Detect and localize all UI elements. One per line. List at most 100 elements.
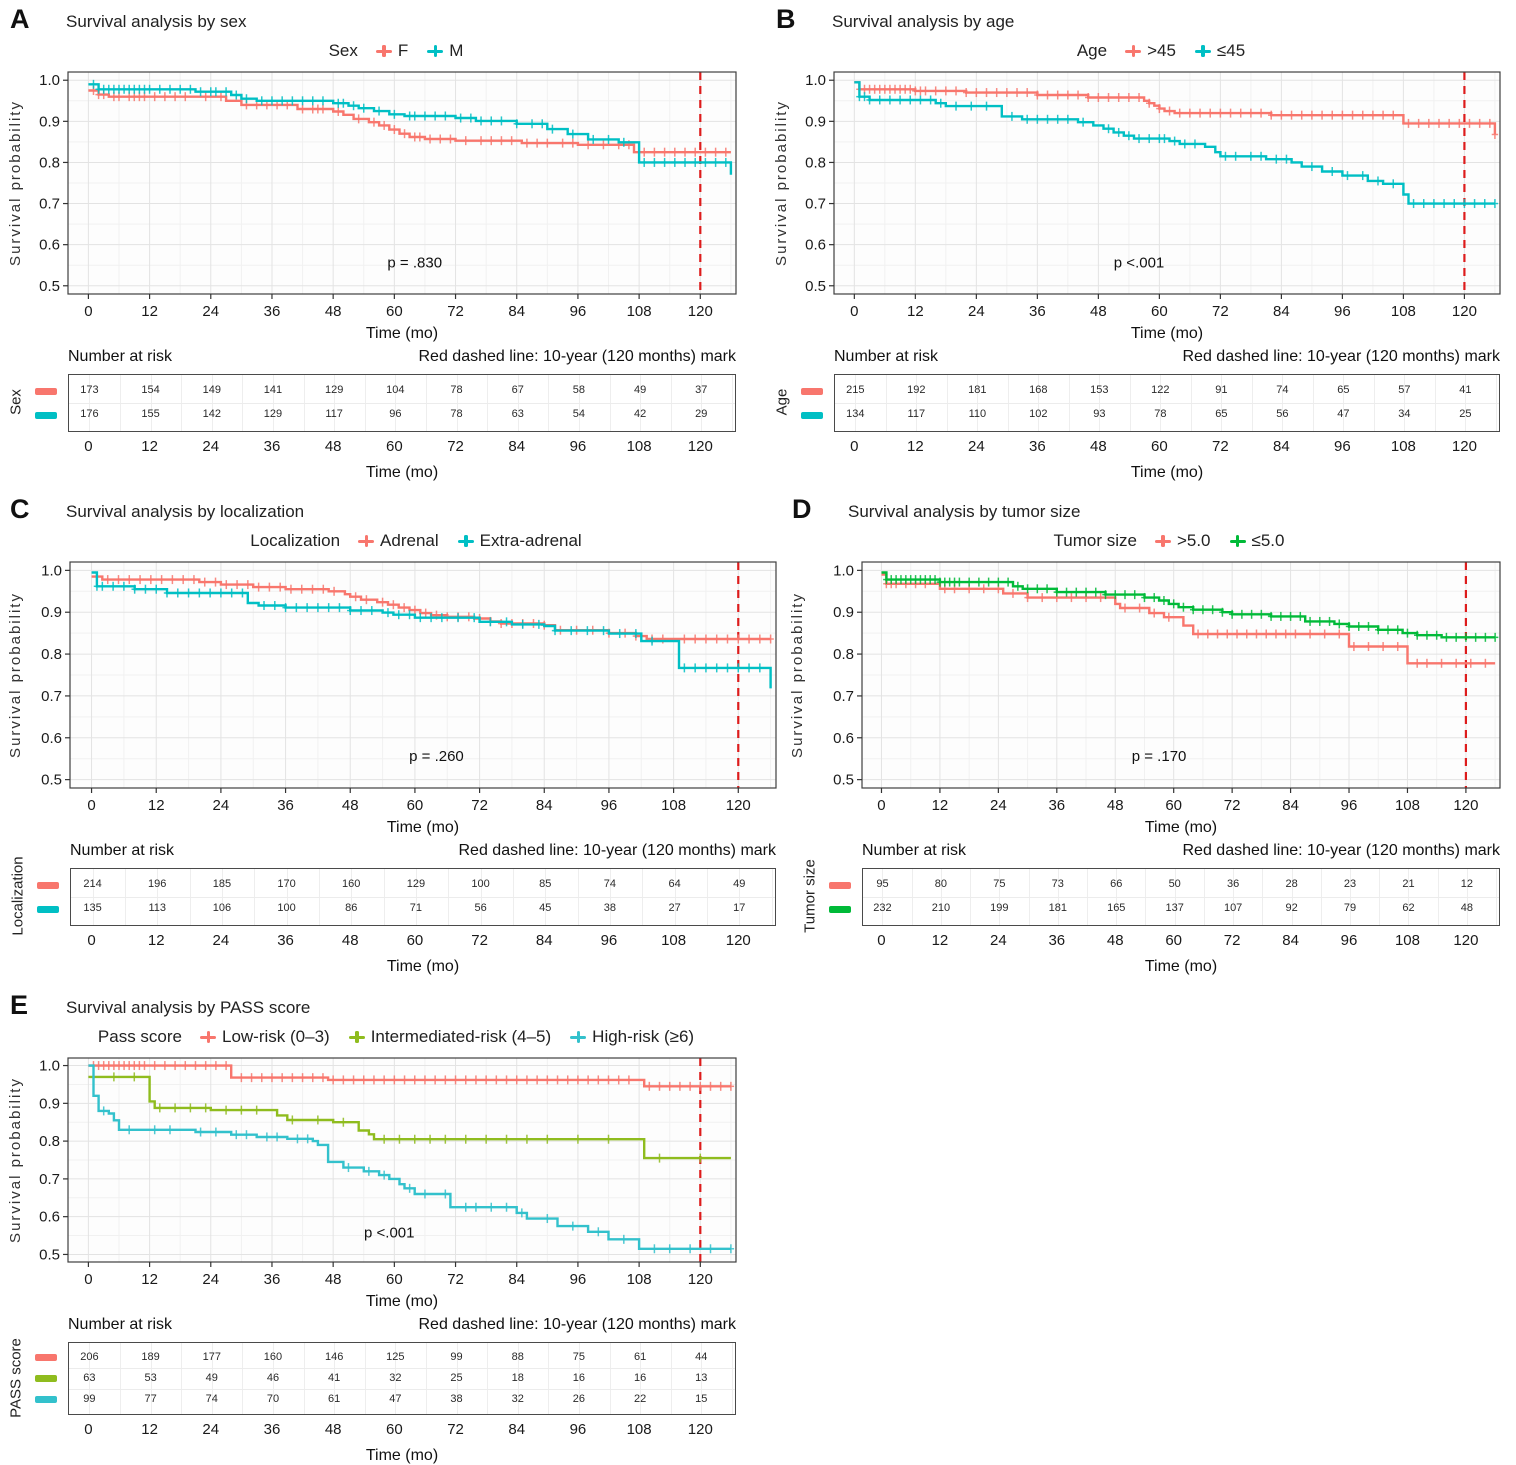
plus-marker-bar bbox=[382, 45, 386, 57]
risk-x-tick-label: 96 bbox=[1340, 932, 1358, 949]
km-plot: p = .830 1.0 0.9 0.8 0.7 0.6 0.5 0 12 24 36 48 60 72 8… bbox=[6, 66, 748, 351]
panel-letter: E bbox=[10, 990, 29, 1020]
risk-count: 146 bbox=[324, 1350, 344, 1363]
dashed-line-note: Red dashed line: 10-year (120 months) ma… bbox=[418, 1316, 737, 1333]
risk-count: 78 bbox=[450, 384, 463, 396]
x-tick-label: 36 bbox=[264, 1271, 281, 1288]
risk-count: 214 bbox=[83, 878, 102, 890]
legend: Localization Adrenal Extra-adrenal bbox=[61, 527, 780, 555]
risk-x-tick-label: 12 bbox=[931, 932, 949, 949]
risk-x-tick-label: 120 bbox=[687, 438, 713, 455]
risk-gridline bbox=[578, 1343, 580, 1414]
legend-title: Tumor size bbox=[1053, 531, 1137, 550]
risk-count: 232 bbox=[873, 902, 892, 914]
risk-count: 91 bbox=[1215, 384, 1228, 396]
plus-marker-bar bbox=[1131, 45, 1135, 57]
y-tick-label: 0.8 bbox=[833, 646, 854, 663]
risk-gridline bbox=[863, 897, 1499, 898]
risk-row-color-key bbox=[801, 411, 823, 419]
risk-x-tick-label: 84 bbox=[1273, 438, 1290, 455]
x-tick-label: 108 bbox=[1391, 303, 1416, 320]
risk-x-tick-label: 12 bbox=[141, 438, 158, 455]
risk-x-tick-label: 12 bbox=[141, 1421, 158, 1438]
risk-count: 185 bbox=[212, 878, 232, 890]
risk-count: 46 bbox=[266, 1371, 280, 1384]
y-tick-label: 0.7 bbox=[805, 196, 826, 213]
censor-marks bbox=[100, 1106, 735, 1254]
x-tick-label: 84 bbox=[536, 797, 553, 814]
risk-count: 49 bbox=[733, 878, 746, 890]
risk-group-label: Sex bbox=[7, 389, 25, 415]
plus-marker-bar bbox=[433, 45, 438, 57]
km-plot-svg: p <.001 1.0 0.9 0.8 0.7 0.6 0.5 0 12 24 36 48 60 72 84… bbox=[7, 1057, 737, 1310]
x-tick-label: 48 bbox=[1107, 797, 1124, 814]
panel-letter: C bbox=[10, 494, 30, 524]
y-axis-label: Survival probability bbox=[773, 100, 790, 266]
x-tick-label: 48 bbox=[325, 303, 342, 320]
legend-item: ≤45 bbox=[1194, 41, 1245, 61]
x-tick-label: 84 bbox=[508, 303, 525, 320]
risk-gridline bbox=[69, 403, 735, 404]
risk-x-tick-label: 120 bbox=[1451, 438, 1477, 455]
x-tick-label: 24 bbox=[990, 797, 1007, 814]
x-tick-label: 96 bbox=[1341, 797, 1358, 814]
plus-marker-icon bbox=[357, 534, 375, 548]
y-tick-label: 0.7 bbox=[39, 196, 60, 213]
risk-count: 74 bbox=[205, 1392, 218, 1405]
risk-count: 192 bbox=[907, 384, 926, 396]
risk-x-tick-label: 48 bbox=[1106, 932, 1124, 949]
risk-count: 113 bbox=[148, 902, 166, 914]
risk-count: 125 bbox=[386, 1350, 405, 1363]
risk-count: 117 bbox=[907, 408, 926, 420]
risk-count: 170 bbox=[277, 878, 296, 890]
risk-x-tick-label: 36 bbox=[263, 1421, 281, 1438]
x-tick-label: 72 bbox=[471, 797, 488, 814]
risk-x-tick-label: 36 bbox=[1029, 438, 1046, 455]
plus-marker-bar bbox=[1201, 45, 1205, 57]
risk-count: 74 bbox=[1276, 384, 1289, 396]
legend-item-label: ≤45 bbox=[1216, 41, 1246, 60]
x-axis-label: Time (mo) bbox=[366, 325, 438, 342]
risk-count: 47 bbox=[1337, 408, 1350, 420]
risk-count-box: 173 154 149 141 129 104 78 67 58 49 37 176 155 142 129… bbox=[35, 374, 736, 432]
plus-marker-icon bbox=[1154, 534, 1172, 548]
x-tick-label: 36 bbox=[264, 303, 281, 320]
risk-x-tick-label: 60 bbox=[406, 932, 424, 949]
risk-count: 75 bbox=[572, 1350, 586, 1363]
risk-row-color-key bbox=[37, 881, 59, 889]
y-axis-label: Survival probability bbox=[789, 592, 806, 758]
risk-count: 37 bbox=[695, 384, 708, 396]
censor-marks bbox=[856, 92, 1499, 209]
x-tick-label: 0 bbox=[87, 797, 95, 814]
x-tick-label: 72 bbox=[1224, 797, 1241, 814]
risk-count: 160 bbox=[263, 1350, 283, 1363]
x-tick-label: 48 bbox=[342, 797, 359, 814]
km-plot: p = .170 1.0 0.9 0.8 0.7 0.6 0.5 0 12 24 36 48 60 72 8… bbox=[788, 556, 1512, 845]
x-tick-label: 72 bbox=[447, 303, 464, 320]
panel-letter: D bbox=[792, 494, 812, 524]
risk-count: 32 bbox=[389, 1371, 402, 1384]
risk-count: 206 bbox=[80, 1350, 99, 1363]
risk-count: 173 bbox=[80, 384, 99, 396]
y-axis-label: Survival probability bbox=[7, 1077, 24, 1243]
x-tick-label: 96 bbox=[570, 1271, 587, 1288]
risk-count: 215 bbox=[846, 384, 865, 396]
legend-item: Intermediated-risk (4–5) bbox=[348, 1027, 551, 1047]
risk-group-label: PASS score bbox=[7, 1337, 25, 1418]
y-tick-label: 0.8 bbox=[805, 154, 826, 171]
risk-gridline bbox=[548, 1343, 550, 1414]
panel-title: Survival analysis by localization bbox=[66, 502, 305, 521]
risk-count: 100 bbox=[277, 902, 296, 914]
risk-count: 85 bbox=[539, 878, 552, 890]
x-tick-label: 60 bbox=[1151, 303, 1168, 320]
risk-count: 16 bbox=[633, 1371, 647, 1384]
risk-count: 129 bbox=[406, 878, 426, 890]
risk-count: 25 bbox=[450, 1371, 463, 1384]
risk-x-tick-label: 24 bbox=[990, 932, 1007, 949]
risk-count: 17 bbox=[733, 902, 746, 914]
x-tick-label: 24 bbox=[213, 797, 230, 814]
risk-x-tick-label: 108 bbox=[1390, 438, 1416, 455]
legend-item-label: F bbox=[397, 41, 409, 60]
risk-gridline bbox=[701, 1343, 703, 1414]
y-tick-label: 1.0 bbox=[39, 72, 60, 89]
